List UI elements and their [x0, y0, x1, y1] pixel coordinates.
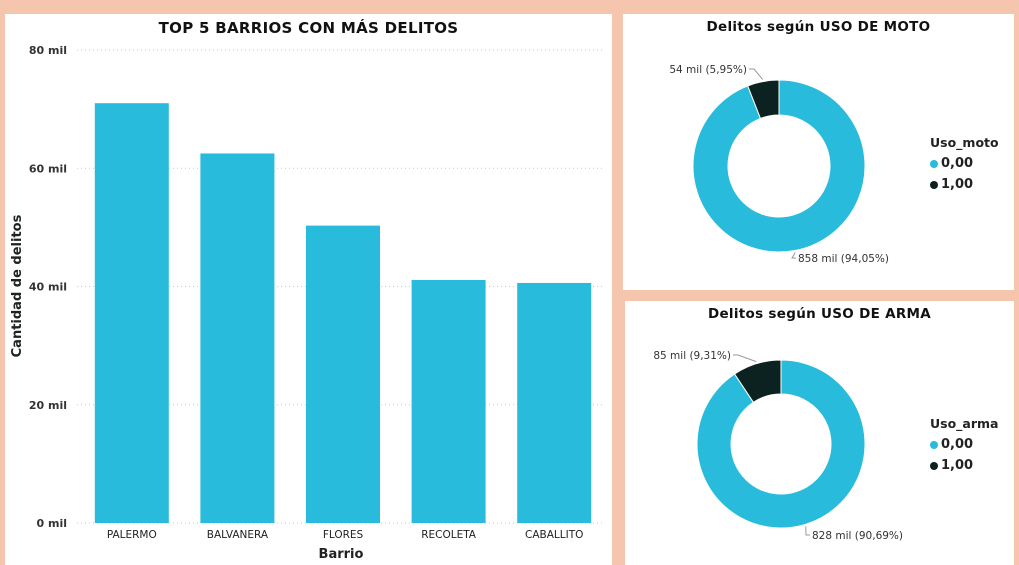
moto-data-label-1: 54 mil (5,95%): [669, 64, 747, 76]
x-tick-label-caballito: CABALLITO: [525, 529, 583, 541]
moto-legend-item-0[interactable]: 0,00: [930, 156, 999, 171]
y-tick-label-0: 0 mil: [37, 517, 68, 530]
bar-recoleta: [411, 279, 486, 523]
moto-legend-item-1[interactable]: 1,00: [930, 177, 999, 192]
x-tick-label-recoleta: RECOLETA: [421, 529, 477, 541]
arma-donut-chart: 828 mil (90,69%) 85 mil (9,31%): [653, 350, 903, 542]
bar-palermo: [94, 103, 169, 524]
moto-leader-1: [749, 68, 764, 80]
y-tick-label-3: 60 mil: [29, 162, 67, 175]
arma-slice-0: [696, 359, 866, 529]
moto-legend: Uso_moto 0,00 1,00: [930, 135, 999, 198]
moto-legend-label-0: 0,00: [941, 156, 974, 171]
arma-legend-label-1: 1,00: [941, 458, 974, 473]
arma-legend: Uso_arma 0,00 1,00: [930, 416, 999, 479]
y-tick-label-2: 40 mil: [29, 281, 67, 294]
arma-slice-1: [733, 359, 782, 404]
arma-legend-item-0[interactable]: 0,00: [930, 437, 999, 452]
bar-chart-panel: TOP 5 BARRIOS CON MÁS DELITOS 0 mil 20 mi…: [5, 14, 612, 565]
arma-leader-1: [733, 354, 757, 363]
moto-legend-label-1: 1,00: [941, 177, 974, 192]
bar-chart-title: TOP 5 BARRIOS CON MÁS DELITOS: [158, 19, 459, 37]
arma-legend-label-0: 0,00: [941, 437, 974, 452]
bar-chart: 0 mil 20 mil 40 mil 60 mil 80 mil PALERMO BALV…: [10, 44, 605, 562]
y-tick-label-1: 20 mil: [29, 399, 67, 412]
moto-slice-0: [692, 79, 866, 253]
moto-slice-1: [747, 79, 780, 120]
moto-legend-title: Uso_moto: [930, 135, 999, 150]
arma-legend-title: Uso_arma: [930, 416, 999, 431]
moto-legend-dot-1: [930, 180, 938, 189]
arma-data-label-1: 85 mil (9,31%): [653, 350, 731, 362]
arma-legend-dot-1: [930, 461, 938, 470]
x-tick-label-flores: FLORES: [323, 529, 364, 541]
y-axis-title: Cantidad de delitos: [10, 214, 25, 357]
x-axis-title: Barrio: [319, 547, 364, 562]
x-tick-label-palermo: PALERMO: [107, 529, 157, 541]
moto-donut-chart: 858 mil (94,05%) 54 mil (5,95%): [669, 64, 889, 265]
arma-leader-0: [805, 526, 810, 536]
arma-legend-item-1[interactable]: 1,00: [930, 458, 999, 473]
moto-leader-0: [791, 252, 796, 259]
x-tick-label-balvanera: BALVANERA: [207, 529, 269, 541]
moto-legend-dot-0: [930, 159, 938, 168]
moto-donut-panel: Delitos según USO DE MOTO 858 mil (94,05…: [623, 14, 1014, 290]
arma-donut-panel: Delitos según USO DE ARMA 828 mil (90,69…: [625, 301, 1014, 565]
y-tick-label-4: 80 mil: [29, 44, 67, 57]
arma-data-label-0: 828 mil (90,69%): [812, 530, 903, 542]
bar-caballito: [517, 282, 592, 523]
moto-data-label-0: 858 mil (94,05%): [798, 253, 889, 265]
moto-donut-title: Delitos según USO DE MOTO: [706, 19, 931, 35]
arma-donut-title: Delitos según USO DE ARMA: [707, 306, 932, 322]
arma-legend-dot-0: [930, 440, 938, 449]
bar-flores: [306, 225, 380, 523]
bar-balvanera: [200, 153, 275, 523]
